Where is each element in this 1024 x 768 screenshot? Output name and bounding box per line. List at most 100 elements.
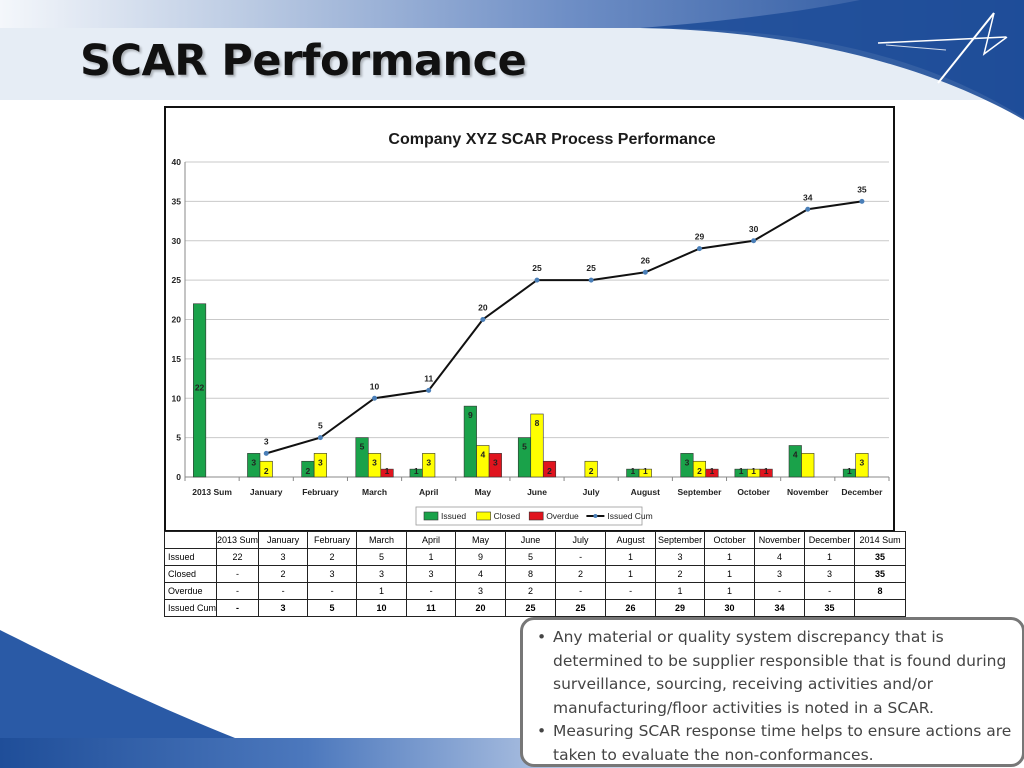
table-cell: 9 [455,548,507,566]
legend-label: Issued Cum [607,511,652,521]
table-cell: 30 [704,599,756,617]
table-header-cell: 2014 Sum [854,531,907,549]
table-cell: 1 [605,548,657,566]
table-cell: 5 [356,548,408,566]
line-point [317,435,323,441]
table-cell: 35 [854,565,907,583]
table-cell: - [258,582,309,600]
x-tick-label: August [631,487,660,497]
table-cell: 1 [655,582,706,600]
scar-chart: Company XYZ SCAR Process Performance 0 5 10… [172,131,890,526]
line-data-label: 25 [586,263,596,273]
bar-closed [367,453,382,478]
line-data-label: 5 [318,421,323,431]
data-table: 2013 Sum January February March April May June… [163,531,907,617]
bar-issued [193,303,207,478]
table-row: Issued Cum -3 5 10 11 20 25 25 26 29 30 34 35 [163,599,907,617]
bar-data-label: 1 [739,466,744,476]
line-data-label: 30 [749,224,759,234]
table-cell: 3 [754,565,806,583]
bar-data-label: 2 [306,466,311,476]
table-header-cell: February [307,531,358,549]
table-cell: 1 [804,548,856,566]
bar-closed [530,413,544,478]
bar-data-label: 1 [630,466,635,476]
legend-swatch-marker [593,514,598,518]
table-cell: - [754,582,806,600]
line-data-label: 25 [532,263,542,273]
x-tick-label: September [677,487,722,497]
x-tick-label: April [419,487,438,497]
bullet-icon: • [537,722,547,740]
bar-overdue [488,453,502,478]
bar-data-label: 3 [251,457,256,467]
legend-label: Closed [494,511,521,521]
table-corner-cell [163,531,218,549]
x-tick-label: 2013 Sum [192,487,232,497]
line-data-label: 11 [424,373,433,383]
bar-data-label: 4 [480,450,485,460]
table-row-header: Issued [163,548,218,566]
line-point [696,246,702,252]
bar-closed [313,453,327,478]
table-header-cell: January [258,531,309,549]
bar-data-label: 3 [493,457,498,467]
table-cell: 1 [406,548,457,566]
x-tick-label: March [362,487,387,497]
line-point [480,317,486,322]
table-cell: 1 [704,565,756,583]
table-cell: 26 [605,599,657,617]
bar-closed [584,460,598,478]
bar-data-label: 9 [468,410,473,420]
x-tick-label: June [527,487,547,497]
table-cell: 8 [505,565,557,583]
bar-data-label: 3 [426,457,431,467]
table-header-cell: May [455,531,507,549]
table-cell: 1 [704,548,756,566]
table-cell: 25 [505,599,557,617]
legend-label: Overdue [546,511,579,521]
table-header-cell: 2013 Sum [216,531,260,549]
table-header-row: 2013 Sum January February March April May June… [163,531,907,549]
legend-swatch [476,511,491,521]
bar-data-label: 3 [318,457,323,467]
callout-bullet-text: Measuring SCAR response time helps to en… [553,722,1012,764]
table-header-cell: April [406,531,457,549]
callout-bullet: • Any material or quality system discrepa… [537,626,1012,720]
bar-closed [422,453,436,478]
bar-data-label: 2 [589,466,594,476]
line-data-label: 3 [264,436,269,446]
bar-overdue [542,460,557,478]
bar-closed [855,453,869,478]
line-point [588,277,594,283]
y-tick-label: 5 [176,433,181,443]
bar-closed [259,460,273,478]
bar-issued [463,405,477,478]
table-cell: 25 [555,599,607,617]
table-cell: 5 [505,548,557,566]
line-data-label: 35 [857,184,867,194]
table-cell: - [555,582,607,600]
callout-bullet-text: Any material or quality system discrepan… [553,628,1007,717]
table-cell: 2 [258,565,309,583]
table-cell: - [804,582,856,600]
bar-data-label: 1 [764,466,769,476]
line-data-label: 29 [695,232,705,242]
table-cell: 1 [356,582,408,600]
bar-data-label: 2 [697,466,702,476]
table-row-header: Issued Cum [163,599,218,617]
line-point [805,206,811,212]
bar-overdue [759,468,773,478]
bar-data-label: 1 [847,466,852,476]
y-tick-label: 40 [172,157,182,167]
line-point [372,395,378,401]
line-data-label: 34 [803,192,813,202]
bar-closed [801,453,815,478]
table-cell: 8 [854,582,907,600]
table-cell: - [216,599,260,617]
x-tick-label: May [475,487,492,497]
bar-data-label: 1 [751,466,756,476]
bar-closed [638,468,652,478]
table-cell: 20 [455,599,507,617]
